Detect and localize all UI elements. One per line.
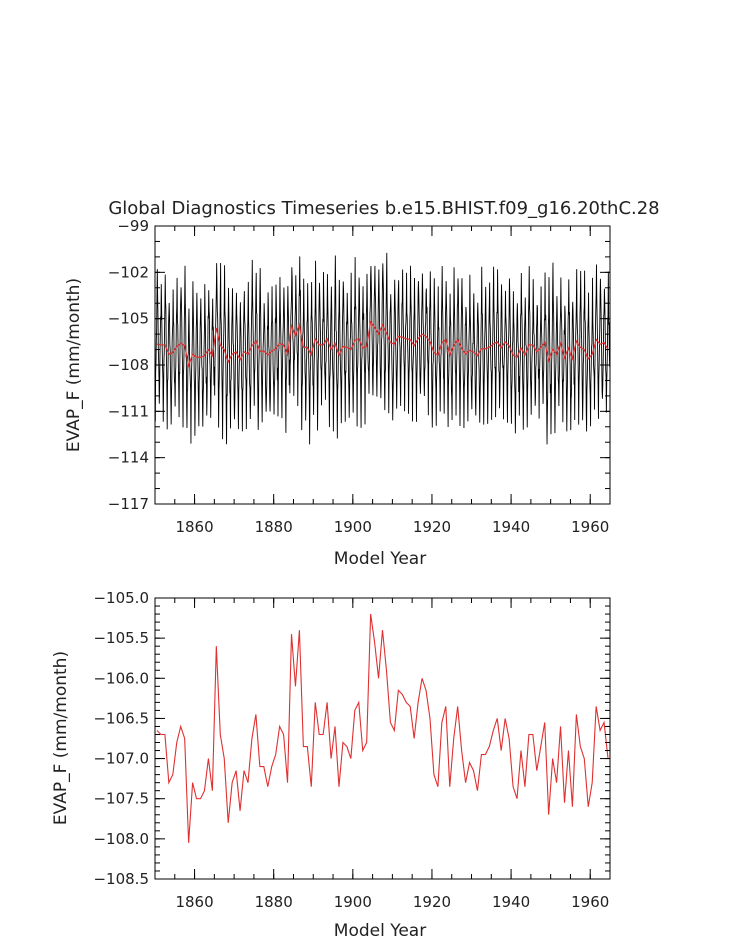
annual-mean-line <box>156 613 609 843</box>
y-tick-label: −105.0 <box>93 589 149 607</box>
x-tick-label: 1920 <box>413 893 451 911</box>
annual-mean-line <box>156 320 609 369</box>
x-tick-label: 1900 <box>334 893 372 911</box>
y-tick-label: −107.0 <box>93 750 149 768</box>
bottom-chart: 1860 1880 1900 1920 1940 1960 −108.5−108.0−10… <box>93 589 611 911</box>
x-tick-label: 1960 <box>571 518 609 536</box>
top-x-axis-label: Model Year <box>334 549 426 569</box>
top-y-tick-labels: −117 −114 −111 −108 −105 −102 −99 <box>108 217 149 513</box>
y-tick-label: −111 <box>108 402 149 420</box>
y-tick-label: −108.0 <box>93 830 149 848</box>
top-annual-series <box>156 320 609 369</box>
bottom-ticks <box>154 597 611 880</box>
bottom-y-axis-label: EVAP_F (mm/month) <box>51 651 71 825</box>
y-tick-label: −106.5 <box>93 709 149 727</box>
x-tick-label: 1920 <box>413 518 451 536</box>
x-tick-label: 1860 <box>175 518 213 536</box>
y-tick-label: −114 <box>108 449 149 467</box>
x-tick-label: 1880 <box>255 893 293 911</box>
x-tick-label: 1960 <box>571 893 609 911</box>
x-tick-label: 1880 <box>255 518 293 536</box>
top-y-axis-label: EVAP_F (mm/month) <box>64 278 84 452</box>
bottom-y-tick-labels: −108.5 −108.0 −107.5 −107.0 −106.5 −106.0 −105… <box>93 589 149 888</box>
x-tick-label: 1860 <box>175 893 213 911</box>
y-tick-label: −102 <box>108 263 149 281</box>
y-tick-label: −105 <box>108 310 149 328</box>
y-tick-label: −108.5 <box>93 870 149 888</box>
bottom-x-tick-labels: 1860 1880 1900 1920 1940 1960 <box>175 893 609 911</box>
monthly-series-line <box>154 252 611 445</box>
top-chart-title: Global Diagnostics Timeseries b.e15.BHIS… <box>108 198 659 219</box>
x-tick-label: 1900 <box>334 518 372 536</box>
y-tick-label: −105.5 <box>93 629 149 647</box>
x-tick-label: 1940 <box>492 893 530 911</box>
top-x-tick-labels: 1860 1880 1900 1920 1940 1960 <box>175 518 609 536</box>
bottom-plot-frame <box>154 597 611 880</box>
y-tick-label: −108 <box>108 356 149 374</box>
y-tick-label: −107.5 <box>93 790 149 808</box>
top-chart: 1860 1880 1900 1920 1940 1960 −117 −114 −111 −10… <box>108 217 611 536</box>
y-tick-label: −99 <box>117 217 149 235</box>
y-tick-label: −106.0 <box>93 669 149 687</box>
bottom-annual-series <box>156 613 609 843</box>
top-monthly-series <box>154 252 611 445</box>
y-tick-label: −117 <box>108 495 149 513</box>
x-tick-label: 1940 <box>492 518 530 536</box>
top-ticks <box>154 225 611 505</box>
bottom-x-axis-label: Model Year <box>334 921 426 941</box>
